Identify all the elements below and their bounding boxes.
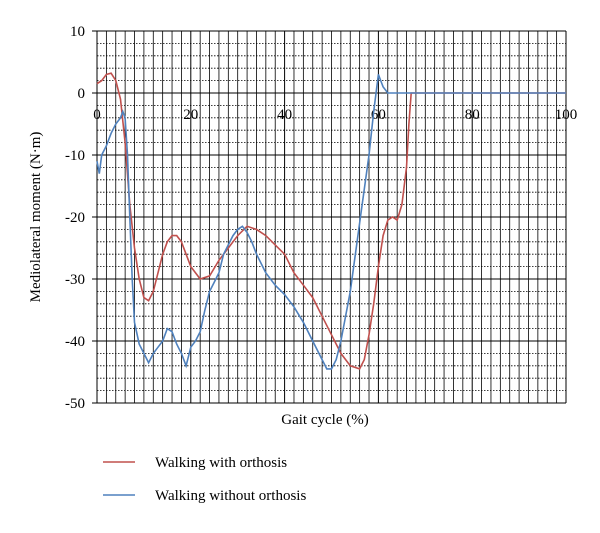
x-tick-label: 100 [555, 107, 578, 123]
y-tick-label: -10 [65, 148, 85, 164]
x-tick-label: 80 [465, 107, 480, 123]
y-tick-label: -50 [65, 396, 85, 412]
series-line [96, 74, 566, 370]
x-tick-label: 60 [371, 107, 386, 123]
x-tick-label: 20 [183, 107, 198, 123]
y-tick-label: -30 [65, 272, 85, 288]
x-axis-label: Gait cycle (%) [281, 412, 368, 428]
legend-label: Walking with orthosis [155, 455, 287, 471]
legend-label: Walking without orthosis [155, 488, 306, 504]
y-tick-label: -20 [65, 210, 85, 226]
x-tick-label: 40 [277, 107, 292, 123]
y-tick-label: -40 [65, 334, 85, 350]
y-tick-label: 0 [78, 86, 86, 102]
y-axis-label: Mediolateral moment (N·m) [28, 132, 44, 303]
y-tick-label: 10 [70, 24, 85, 40]
series-line [96, 72, 566, 370]
